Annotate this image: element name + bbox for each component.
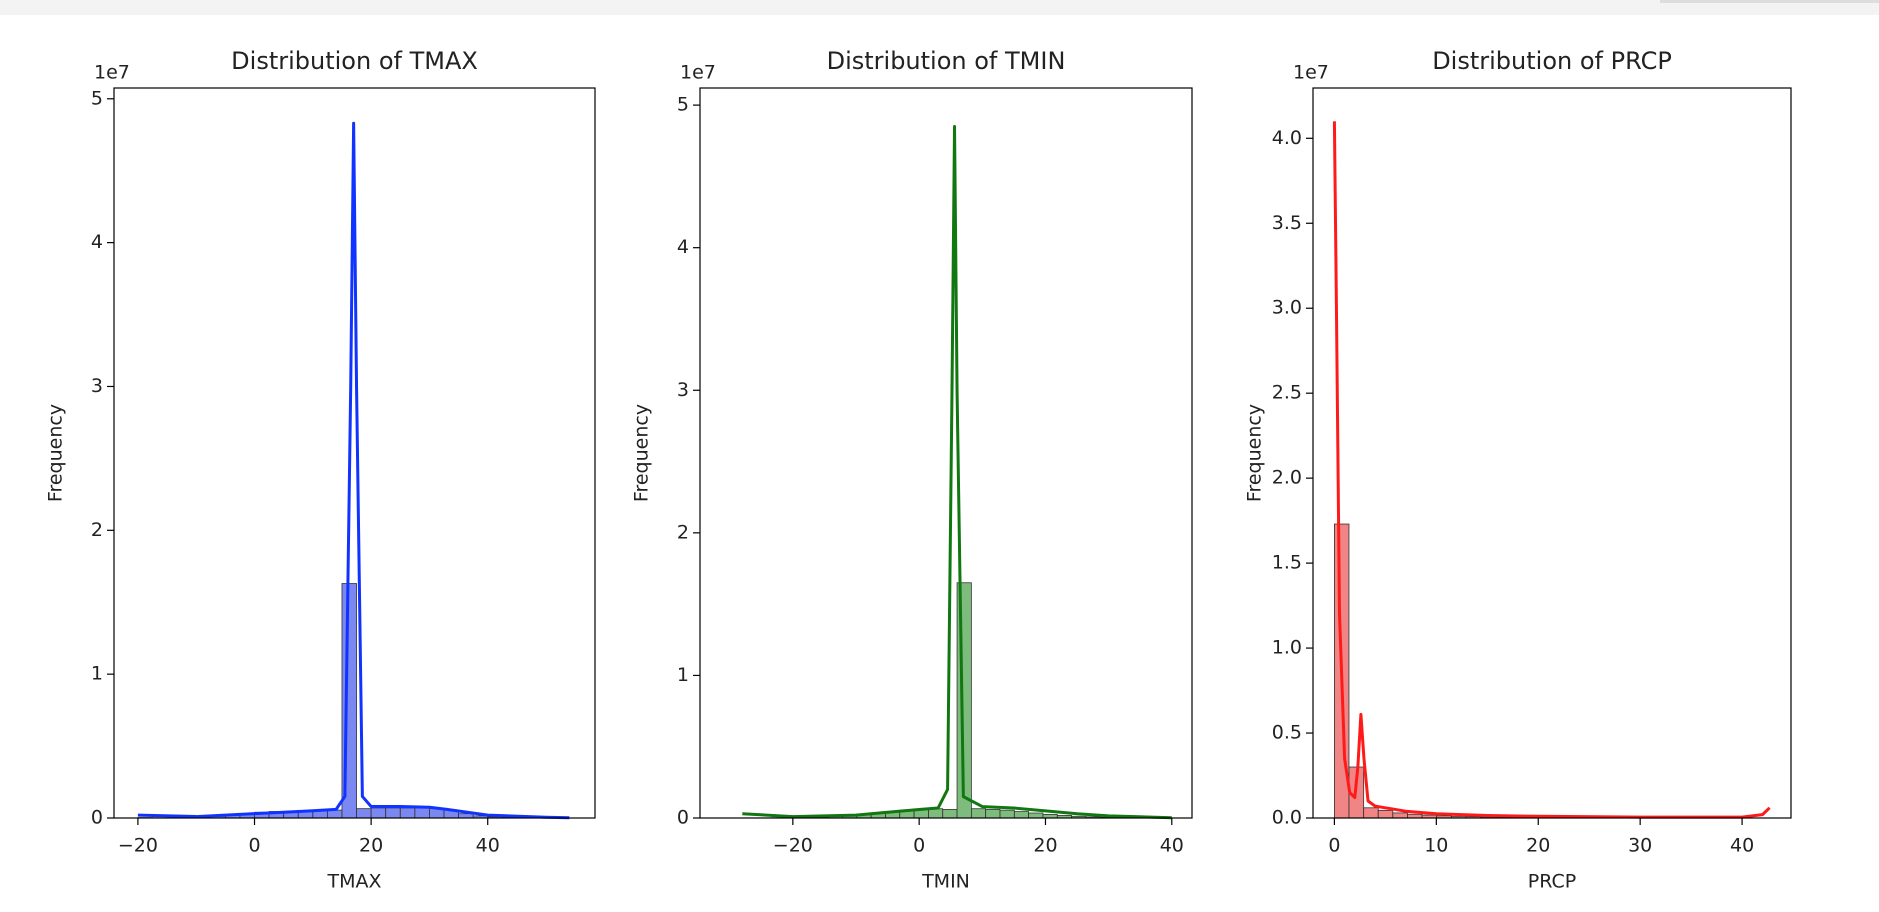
x-tick-label: −20 [773,835,813,857]
y-tick-label: 0 [91,807,103,829]
y-tick-label: 2 [91,519,103,541]
x-tick-label: 20 [359,835,383,857]
y-tick-label: 4.0 [1272,127,1302,149]
bar [942,809,958,819]
y-tick-label: 2 [677,521,689,543]
bar [1363,807,1379,819]
x-tick-label: 0 [913,835,925,857]
bar [356,808,372,819]
bar [928,808,944,819]
bar [1013,811,1030,819]
y-tick-label: 4 [677,236,689,258]
y-tick-label: 3.0 [1272,297,1302,319]
y-tick-label: 3 [677,379,689,401]
bar [1028,812,1044,819]
y-tick-label: 2.0 [1272,467,1302,489]
toolbar-strip [0,0,1879,15]
x-tick-label: 10 [1424,835,1448,857]
bar [970,808,987,819]
y-tick-label: 0.5 [1272,722,1302,744]
x-tick-label: 20 [1526,835,1550,857]
bar [414,807,430,819]
chart-title: Distribution of TMAX [231,47,478,75]
y-tick-label: 5 [677,94,689,116]
y-tick-label: 1 [91,663,103,685]
chart-title: Distribution of TMIN [827,47,1066,75]
x-tick-label: 0 [1328,835,1340,857]
plot-frame [113,87,596,819]
y-tick-label: 0 [677,807,689,829]
x-axis-label: PRCP [1528,871,1576,893]
y-tick-label: 0.0 [1272,807,1302,829]
x-tick-label: −20 [118,835,158,857]
y-offset-label: 1e7 [94,62,130,84]
y-axis-label: Frequency [45,404,67,502]
bar [985,809,1001,819]
y-offset-label: 1e7 [680,62,716,84]
x-tick-label: 40 [476,835,500,857]
bar [1377,809,1394,819]
bar [1392,812,1408,819]
toolbar-button-edge [1660,0,1879,3]
kde-line [742,124,1172,820]
y-tick-label: 4 [91,231,103,253]
y-tick-label: 3.5 [1272,212,1302,234]
y-axis-label: Frequency [1244,404,1266,502]
kde-line [1332,121,1771,819]
plot-frame [1312,87,1792,819]
bar [370,807,387,819]
bar [999,809,1015,819]
x-tick-label: 20 [1033,835,1057,857]
bar [385,807,401,819]
y-tick-label: 5 [91,87,103,109]
x-axis-label: TMIN [921,871,970,893]
plot-frame [699,87,1193,819]
y-tick-label: 1.0 [1272,637,1302,659]
chart-title: Distribution of PRCP [1432,47,1672,75]
x-tick-label: 40 [1160,835,1184,857]
x-tick-label: 40 [1730,835,1754,857]
y-tick-label: 1 [677,664,689,686]
kde-line [137,121,570,820]
x-axis-label: TMAX [326,871,381,893]
bar [458,813,474,819]
y-tick-label: 3 [91,375,103,397]
bar [399,807,416,819]
y-offset-label: 1e7 [1293,62,1329,84]
y-tick-label: 1.5 [1272,552,1302,574]
y-tick-label: 2.5 [1272,382,1302,404]
x-tick-label: 30 [1628,835,1652,857]
x-tick-label: 0 [248,835,260,857]
y-axis-label: Frequency [631,404,653,502]
